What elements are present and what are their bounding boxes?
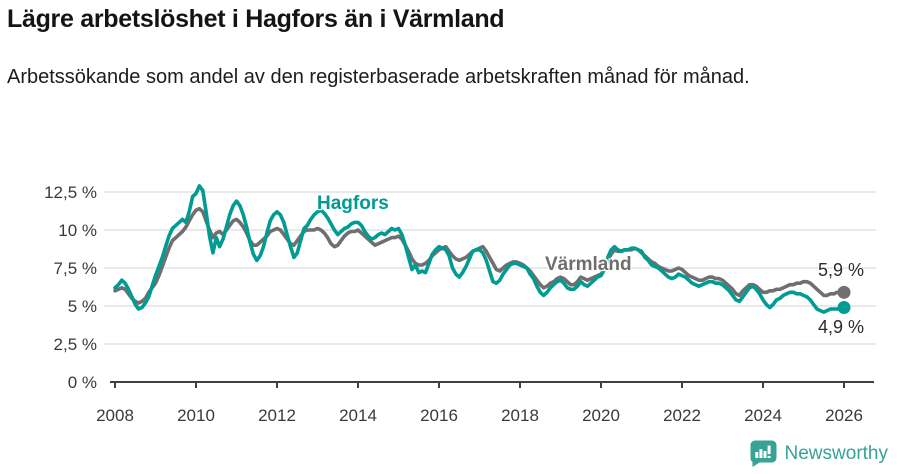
svg-text:2022: 2022: [663, 406, 701, 425]
svg-text:2008: 2008: [96, 406, 134, 425]
series-label-varmland: Värmland: [545, 254, 632, 275]
svg-text:7,5 %: 7,5 %: [54, 259, 97, 278]
svg-text:2010: 2010: [177, 406, 215, 425]
newsworthy-wordmark: Newsworthy: [784, 442, 888, 464]
svg-text:2014: 2014: [339, 406, 377, 425]
series-label-hagfors: Hagfors: [317, 193, 389, 214]
page-title: Lägre arbetslöshet i Hagfors än i Värmla…: [7, 5, 505, 33]
svg-text:10 %: 10 %: [58, 221, 97, 240]
end-value-varmland: 5,9 %: [818, 260, 865, 280]
svg-text:2026: 2026: [825, 406, 863, 425]
svg-text:2024: 2024: [744, 406, 782, 425]
newsworthy-logo-icon: [750, 440, 777, 467]
svg-text:0 %: 0 %: [68, 373, 97, 392]
svg-text:2020: 2020: [582, 406, 620, 425]
end-value-hagfors: 4,9 %: [818, 317, 865, 337]
svg-text:5 %: 5 %: [68, 297, 97, 316]
newsworthy-brand: Newsworthy: [749, 439, 888, 468]
svg-text:2,5 %: 2,5 %: [54, 335, 97, 354]
svg-text:2016: 2016: [420, 406, 458, 425]
svg-text:2018: 2018: [501, 406, 539, 425]
svg-text:12,5 %: 12,5 %: [44, 183, 97, 202]
chart-subtitle: Arbetssökande som andel av den registerb…: [7, 66, 750, 88]
svg-text:2012: 2012: [258, 406, 296, 425]
